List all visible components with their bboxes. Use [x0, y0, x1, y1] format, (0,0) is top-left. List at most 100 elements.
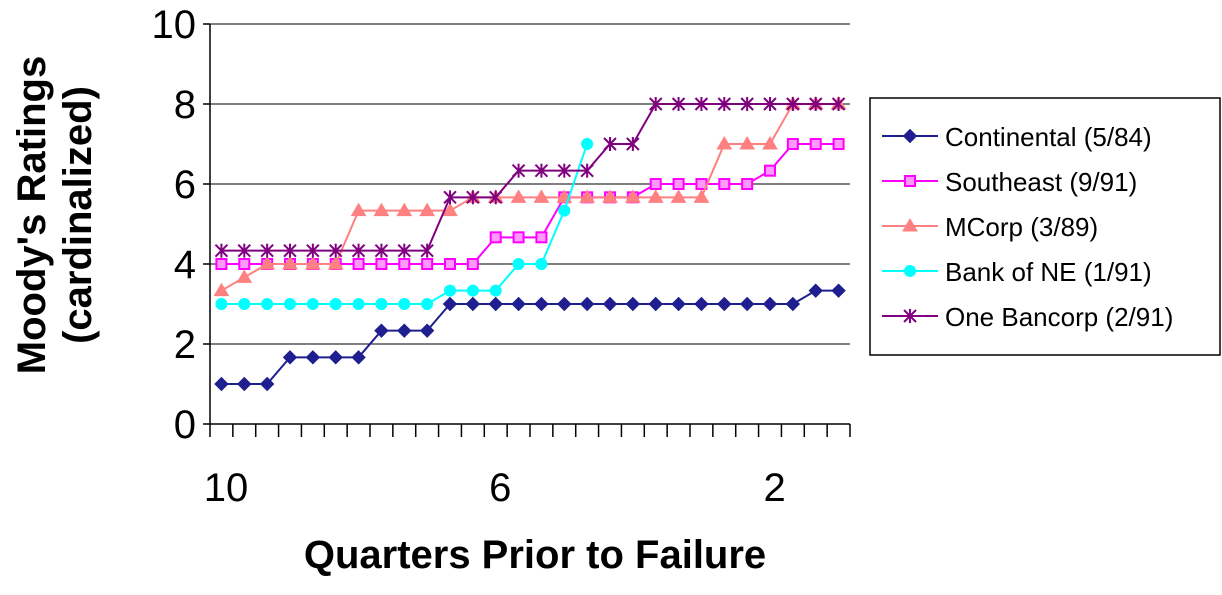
data-point-marker: [512, 258, 525, 270]
data-point-marker: [535, 258, 548, 270]
legend-label: Bank of NE (1/91): [945, 257, 1152, 287]
data-point-marker: [647, 189, 664, 203]
data-point-marker: [626, 137, 640, 151]
series-line: [220, 103, 839, 292]
data-point-marker: [717, 296, 732, 312]
data-point-marker: [352, 298, 365, 310]
data-point-marker: [215, 258, 228, 270]
data-point-marker: [534, 163, 549, 178]
legend-label: One Bancorp (2/91): [945, 302, 1173, 332]
data-point-marker: [419, 202, 436, 217]
y-tick-label: 6: [174, 163, 196, 207]
data-point-marker: [465, 296, 481, 312]
y-tick-label: 8: [174, 83, 196, 127]
series-line: [221, 143, 589, 305]
data-point-marker: [786, 138, 799, 150]
data-point-marker: [831, 283, 846, 298]
data-point-marker: [762, 136, 778, 150]
data-point-marker: [238, 298, 251, 310]
data-point-marker: [236, 269, 253, 283]
data-point-marker: [579, 189, 596, 203]
data-point-marker: [672, 178, 685, 190]
data-point-marker: [512, 231, 525, 244]
legend-label: Southeast (9/91): [945, 167, 1137, 197]
data-point-marker: [397, 323, 412, 338]
data-point-marker: [396, 202, 413, 217]
legend-label: Continental (5/84): [945, 122, 1152, 152]
data-point-marker: [421, 298, 434, 310]
data-point-marker: [903, 309, 917, 323]
data-point-marker: [557, 296, 572, 312]
data-point-marker: [763, 97, 777, 111]
data-point-marker: [215, 298, 228, 310]
data-point-marker: [260, 243, 274, 258]
data-point-marker: [259, 376, 275, 392]
data-point-marker: [304, 256, 321, 270]
data-point-marker: [444, 284, 456, 297]
series-line: [221, 103, 839, 252]
data-point-marker: [305, 350, 321, 365]
data-point-marker: [237, 376, 252, 392]
data-point-marker: [374, 323, 389, 338]
data-point-marker: [443, 190, 457, 205]
data-point-marker: [902, 218, 918, 232]
data-point-marker: [602, 189, 618, 203]
data-point-marker: [352, 258, 365, 270]
data-point-marker: [442, 202, 458, 217]
x-tick-label: 2: [763, 466, 785, 510]
data-point-marker: [421, 258, 434, 270]
data-point-marker: [718, 178, 731, 190]
data-point-marker: [809, 97, 823, 111]
data-point-marker: [717, 97, 731, 111]
data-point-marker: [282, 350, 298, 365]
data-point-marker: [306, 298, 319, 310]
data-point-marker: [902, 128, 918, 144]
data-point-marker: [649, 178, 662, 190]
data-point-marker: [764, 164, 776, 177]
data-point-marker: [306, 243, 320, 258]
data-point-marker: [670, 189, 687, 203]
series-3: [215, 138, 594, 310]
y-axis-title-line1: Moody's Ratings: [10, 56, 54, 374]
data-point-marker: [671, 296, 686, 312]
data-point-marker: [373, 202, 390, 217]
x-axis-title: Quarters Prior to Failure: [304, 533, 766, 577]
series-line: [221, 143, 839, 265]
data-point-marker: [329, 298, 342, 310]
data-point-marker: [809, 138, 822, 150]
data-point-marker: [739, 296, 755, 312]
series-0: [214, 283, 846, 392]
data-point-marker: [904, 175, 916, 187]
data-point-marker: [466, 258, 479, 270]
y-tick-label: 2: [174, 323, 196, 367]
data-point-marker: [419, 323, 435, 338]
data-point-marker: [511, 296, 526, 312]
data-point-marker: [716, 136, 733, 150]
data-point-marker: [603, 137, 617, 151]
data-point-marker: [213, 282, 230, 297]
data-point-marker: [580, 163, 594, 178]
data-point-marker: [624, 189, 641, 203]
legend-entry: Continental (5/84): [882, 122, 1152, 152]
data-point-marker: [282, 256, 298, 270]
data-point-marker: [786, 97, 800, 111]
data-point-marker: [442, 296, 458, 312]
data-point-marker: [375, 258, 388, 270]
data-point-marker: [534, 296, 549, 312]
legend-entry: Bank of NE (1/91): [882, 257, 1152, 287]
data-point-marker: [904, 265, 916, 277]
data-point-marker: [831, 97, 846, 111]
series-line: [221, 289, 839, 385]
data-point-marker: [489, 284, 502, 297]
data-point-marker: [558, 204, 571, 217]
data-point-marker: [351, 350, 366, 365]
data-point-marker: [671, 97, 686, 111]
data-point-marker: [581, 138, 594, 150]
data-point-marker: [579, 296, 595, 312]
data-point-marker: [284, 298, 296, 310]
data-point-marker: [374, 243, 389, 258]
data-point-marker: [762, 296, 778, 312]
data-point-marker: [648, 296, 663, 312]
data-point-marker: [351, 243, 366, 258]
data-point-marker: [444, 258, 456, 270]
